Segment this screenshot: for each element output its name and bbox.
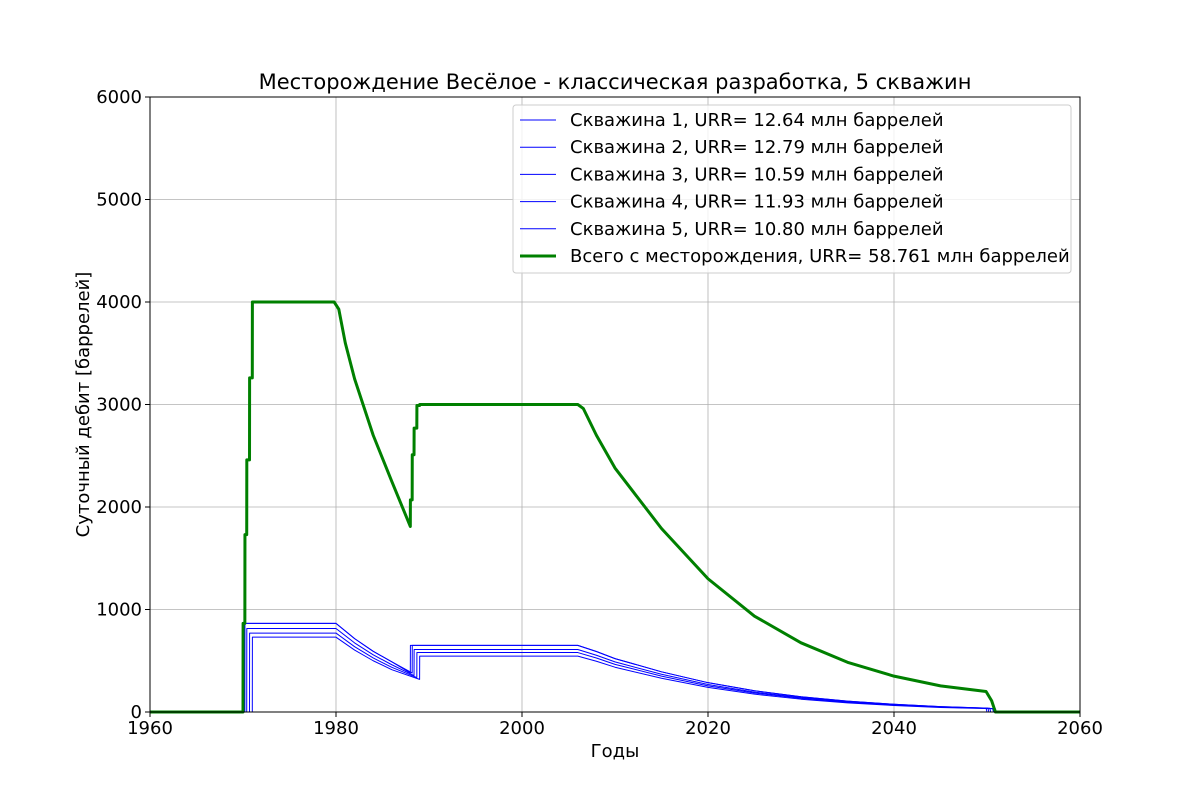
legend-label: Скважина 5, URR= 10.80 млн баррелей [570, 219, 944, 240]
y-tick-label: 4000 [96, 292, 142, 313]
x-tick-label: 2000 [499, 718, 545, 739]
legend: Скважина 1, URR= 12.64 млн баррелей Скваж… [512, 104, 1072, 274]
x-axis-label: Годы [591, 741, 640, 762]
x-tick-label: 2040 [871, 718, 917, 739]
y-axis-label: Суточный дебит [баррелей] [73, 272, 94, 538]
chart-title: Месторождение Весёлое - классическая раз… [259, 70, 972, 94]
x-tick-label: 1960 [127, 718, 173, 739]
legend-label: Скважина 2, URR= 12.79 млн баррелей [570, 137, 944, 158]
series-line-well-5 [150, 636, 1080, 713]
x-tick-label: 2060 [1057, 718, 1103, 739]
y-tick-label: 1000 [96, 600, 142, 621]
y-tick-label: 3000 [96, 395, 142, 416]
legend-label: Всего с месторождения, URR= 58.761 млн б… [570, 246, 1070, 267]
x-tick-label: 1980 [313, 718, 359, 739]
axis-ticks: 1960 1980 2000 2020 2040 2060 0 1000 2000 3000 400… [96, 87, 1103, 739]
legend-box [512, 104, 1072, 274]
series-line-total [150, 300, 1080, 714]
x-tick-label: 2020 [685, 718, 731, 739]
y-tick-label: 0 [131, 702, 142, 723]
y-tick-label: 2000 [96, 497, 142, 518]
legend-label: Скважина 1, URR= 12.64 млн баррелей [570, 110, 944, 131]
y-tick-label: 6000 [96, 87, 142, 108]
legend-label: Скважина 4, URR= 11.93 млн баррелей [570, 192, 944, 213]
legend-label: Скважина 3, URR= 10.59 млн баррелей [570, 164, 944, 185]
y-tick-label: 5000 [96, 190, 142, 211]
series-lines [150, 300, 1080, 714]
